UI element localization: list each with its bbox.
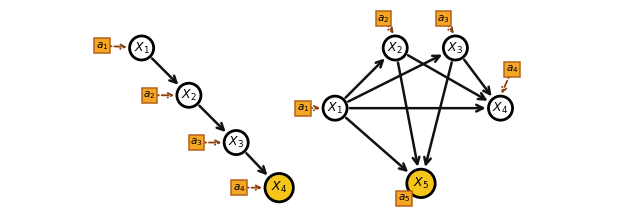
Circle shape bbox=[129, 36, 154, 60]
Text: $X_1$: $X_1$ bbox=[327, 101, 343, 116]
Text: $X_5$: $X_5$ bbox=[413, 176, 429, 191]
Text: $a_3$: $a_3$ bbox=[437, 13, 449, 25]
Circle shape bbox=[383, 36, 407, 60]
Circle shape bbox=[224, 131, 248, 155]
Text: $a_2$: $a_2$ bbox=[143, 89, 156, 101]
Text: $a_4$: $a_4$ bbox=[506, 64, 518, 75]
Circle shape bbox=[444, 36, 467, 60]
Text: $a_5$: $a_5$ bbox=[397, 192, 410, 204]
Text: $X_3$: $X_3$ bbox=[228, 135, 244, 150]
Text: $X_4$: $X_4$ bbox=[493, 101, 509, 116]
Circle shape bbox=[407, 169, 435, 198]
Text: $X_1$: $X_1$ bbox=[134, 40, 150, 56]
Text: $X_2$: $X_2$ bbox=[181, 88, 196, 103]
Text: $X_2$: $X_2$ bbox=[387, 40, 403, 56]
Text: $a_3$: $a_3$ bbox=[191, 137, 203, 148]
Circle shape bbox=[488, 96, 513, 120]
Circle shape bbox=[265, 173, 293, 202]
Text: $X_4$: $X_4$ bbox=[271, 180, 287, 195]
Text: $a_4$: $a_4$ bbox=[233, 182, 246, 194]
Text: $a_1$: $a_1$ bbox=[296, 102, 309, 114]
Text: $a_1$: $a_1$ bbox=[96, 40, 108, 52]
Circle shape bbox=[177, 83, 201, 107]
Text: $a_2$: $a_2$ bbox=[377, 13, 389, 25]
Circle shape bbox=[323, 96, 347, 120]
Text: $X_3$: $X_3$ bbox=[447, 40, 463, 56]
